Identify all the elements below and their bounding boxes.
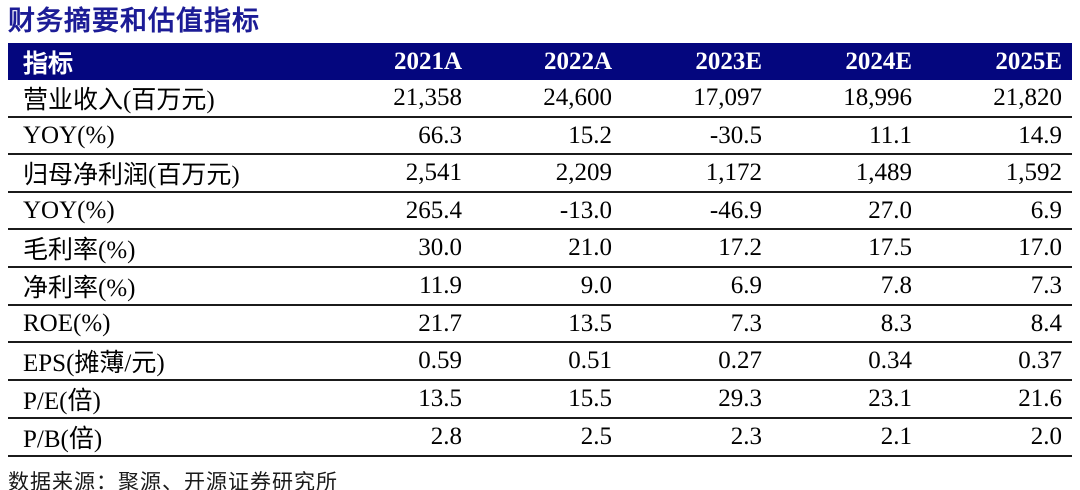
value-cell: 17.0 <box>922 229 1072 268</box>
value-cell: 21,358 <box>322 80 472 118</box>
value-cell: 2.3 <box>622 418 772 457</box>
header-cell-2025e: 2025E <box>922 43 1072 80</box>
value-cell: 29.3 <box>622 380 772 419</box>
value-cell: 2.1 <box>772 418 922 457</box>
value-cell: 21.7 <box>322 305 472 343</box>
value-cell: 15.5 <box>472 380 622 419</box>
value-cell: 2,541 <box>322 154 472 193</box>
value-cell: 8.3 <box>772 305 922 343</box>
value-cell: 2.8 <box>322 418 472 457</box>
table-row: EPS(摊薄/元) 0.59 0.51 0.27 0.34 0.37 <box>8 342 1072 381</box>
header-cell-2021a: 2021A <box>322 43 472 80</box>
value-cell: 66.3 <box>322 117 472 155</box>
table-row: P/E(倍) 13.5 15.5 29.3 23.1 21.6 <box>8 380 1072 419</box>
value-cell: 21.6 <box>922 380 1072 419</box>
value-cell: 2.0 <box>922 418 1072 457</box>
value-cell: 1,592 <box>922 154 1072 193</box>
value-cell: 6.9 <box>622 267 772 306</box>
value-cell: 6.9 <box>922 192 1072 230</box>
value-cell: 13.5 <box>322 380 472 419</box>
table-row: P/B(倍) 2.8 2.5 2.3 2.1 2.0 <box>8 418 1072 457</box>
value-cell: 21,820 <box>922 80 1072 118</box>
table-row: 净利率(%) 11.9 9.0 6.9 7.8 7.3 <box>8 267 1072 306</box>
table-row: 毛利率(%) 30.0 21.0 17.2 17.5 17.0 <box>8 229 1072 268</box>
value-cell: 0.51 <box>472 342 622 381</box>
value-cell: 2,209 <box>472 154 622 193</box>
value-cell: 21.0 <box>472 229 622 268</box>
value-cell: 24,600 <box>472 80 622 118</box>
table-row: 归母净利润(百万元) 2,541 2,209 1,172 1,489 1,592 <box>8 154 1072 193</box>
financial-summary-table: 指标 2021A 2022A 2023E 2024E 2025E 营业收入(百万… <box>8 43 1072 457</box>
value-cell: 13.5 <box>472 305 622 343</box>
value-cell: 17.2 <box>622 229 772 268</box>
value-cell: 14.9 <box>922 117 1072 155</box>
table-row: ROE(%) 21.7 13.5 7.3 8.3 8.4 <box>8 305 1072 343</box>
section-title: 财务摘要和估值指标 <box>8 6 260 36</box>
value-cell: 23.1 <box>772 380 922 419</box>
value-cell: 11.9 <box>322 267 472 306</box>
value-cell: -30.5 <box>622 117 772 155</box>
header-cell-2024e: 2024E <box>772 43 922 80</box>
value-cell: 8.4 <box>922 305 1072 343</box>
data-source-note: 数据来源：聚源、开源证券研究所 <box>8 470 338 490</box>
row-label: ROE(%) <box>8 305 322 343</box>
value-cell: 265.4 <box>322 192 472 230</box>
value-cell: 15.2 <box>472 117 622 155</box>
value-cell: 17.5 <box>772 229 922 268</box>
row-label: 营业收入(百万元) <box>8 80 322 118</box>
value-cell: 18,996 <box>772 80 922 118</box>
table-row: YOY(%) 66.3 15.2 -30.5 11.1 14.9 <box>8 117 1072 155</box>
value-cell: 7.3 <box>622 305 772 343</box>
value-cell: -46.9 <box>622 192 772 230</box>
value-cell: 7.3 <box>922 267 1072 306</box>
row-label: YOY(%) <box>8 192 322 230</box>
value-cell: 0.37 <box>922 342 1072 381</box>
value-cell: 27.0 <box>772 192 922 230</box>
header-cell-2022a: 2022A <box>472 43 622 80</box>
row-label: YOY(%) <box>8 117 322 155</box>
row-label: P/E(倍) <box>8 380 322 419</box>
table-header-row: 指标 2021A 2022A 2023E 2024E 2025E <box>8 43 1072 80</box>
row-label: 归母净利润(百万元) <box>8 154 322 193</box>
table-row: YOY(%) 265.4 -13.0 -46.9 27.0 6.9 <box>8 192 1072 230</box>
value-cell: 7.8 <box>772 267 922 306</box>
value-cell: 9.0 <box>472 267 622 306</box>
value-cell: 30.0 <box>322 229 472 268</box>
row-label: 毛利率(%) <box>8 229 322 268</box>
row-label: 净利率(%) <box>8 267 322 306</box>
value-cell: 0.34 <box>772 342 922 381</box>
row-label: EPS(摊薄/元) <box>8 342 322 381</box>
value-cell: 17,097 <box>622 80 772 118</box>
value-cell: -13.0 <box>472 192 622 230</box>
header-cell-metric: 指标 <box>8 43 322 80</box>
table-row: 营业收入(百万元) 21,358 24,600 17,097 18,996 21,820 <box>8 80 1072 118</box>
table-body: 营业收入(百万元) 21,358 24,600 17,097 18,996 21,820 Y… <box>8 80 1072 457</box>
value-cell: 2.5 <box>472 418 622 457</box>
header-cell-2023e: 2023E <box>622 43 772 80</box>
value-cell: 0.59 <box>322 342 472 381</box>
value-cell: 0.27 <box>622 342 772 381</box>
value-cell: 1,489 <box>772 154 922 193</box>
row-label: P/B(倍) <box>8 418 322 457</box>
value-cell: 11.1 <box>772 117 922 155</box>
value-cell: 1,172 <box>622 154 772 193</box>
